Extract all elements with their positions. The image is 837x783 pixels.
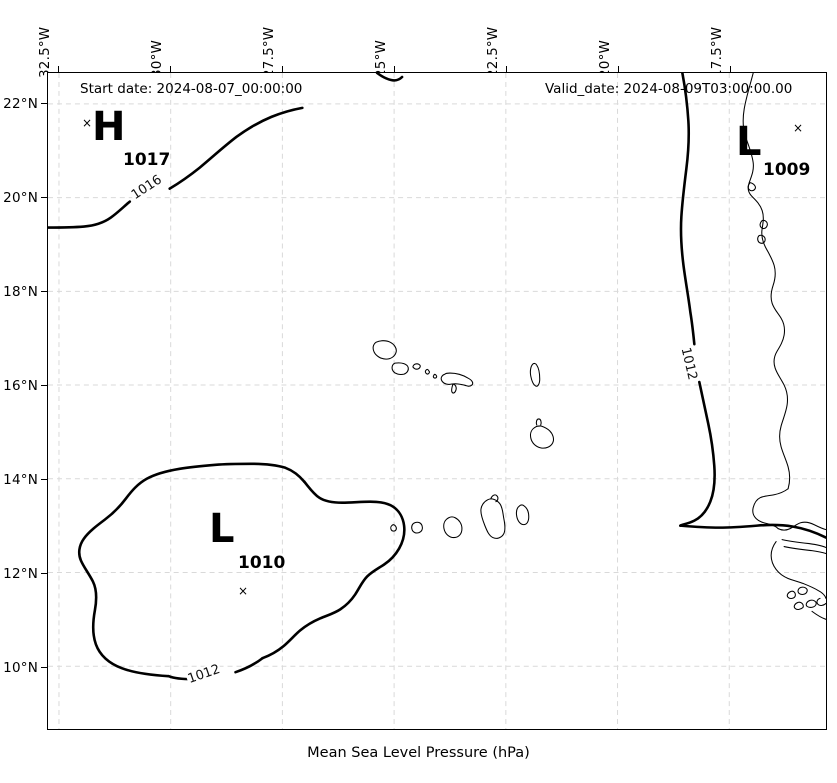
lat-tickmark <box>41 197 47 198</box>
map-vector-layer <box>48 73 826 729</box>
isobar-contours <box>48 73 826 681</box>
lat-tick-label-2: 18°N <box>3 284 38 300</box>
isobar-1012-loop-segment-a <box>77 462 306 678</box>
lon-tick-label-6: 17.5°W <box>709 26 725 78</box>
lat-tick-label-0: 22°N <box>3 96 38 112</box>
high-center-value: 1017 <box>123 150 171 170</box>
isobar-1012-loop-segment-b <box>261 480 406 660</box>
coastline-layer <box>742 73 826 620</box>
lat-tick-label-1: 20°N <box>3 190 38 206</box>
lon-tick-label-4: 22.5°W <box>485 26 501 78</box>
isobar-1016-segment-a <box>48 200 132 229</box>
high-center-x-marker: × <box>82 116 93 130</box>
lat-tickmark <box>41 291 47 292</box>
lon-tickmark <box>394 66 395 72</box>
isobar-1012-loop-segment-d <box>234 656 264 674</box>
lon-tickmark <box>618 66 619 72</box>
isobar-1012-right-segment-a <box>679 73 696 346</box>
isobar-1016-segment-b <box>168 106 304 190</box>
high-center-letter: H <box>92 104 126 150</box>
lat-tickmark <box>41 479 47 480</box>
low-1009-x-marker: × <box>793 121 804 135</box>
lat-tick-label-6: 10°N <box>3 660 38 676</box>
x-axis-label: Mean Sea Level Pressure (hPa) <box>307 745 530 761</box>
isobar-top-fragment <box>375 73 404 82</box>
lat-tick-label-4: 14°N <box>3 472 38 488</box>
lat-tick-label-3: 16°N <box>3 378 38 394</box>
lon-tick-label-2: 27.5°W <box>261 26 277 78</box>
start-date-annotation: Start date: 2024-08-07_00:00:00 <box>80 81 303 97</box>
lon-tickmark <box>506 66 507 72</box>
lat-tickmark <box>41 103 47 104</box>
isobar-1012-right-segment-b <box>679 380 716 527</box>
lon-tickmark <box>730 66 731 72</box>
low-1010-x-marker: × <box>238 584 249 598</box>
gridlines <box>48 73 826 729</box>
map-plot-area: Start date: 2024-08-07_00:00:00 Valid_da… <box>47 72 827 730</box>
valid-date-annotation: Valid_date: 2024-08-09T03:00:00.00 <box>545 81 793 97</box>
lat-tick-label-5: 12°N <box>3 566 38 582</box>
lat-tickmark <box>41 667 47 668</box>
isobar-1012-right-segment-c <box>679 523 826 539</box>
cape-verde-islands <box>372 340 555 539</box>
low-1009-letter: L <box>736 119 762 165</box>
lon-tickmark <box>170 66 171 72</box>
low-1010-letter: L <box>209 506 235 552</box>
low-1009-value: 1009 <box>763 160 811 180</box>
lon-tick-label-0: 32.5°W <box>37 26 53 78</box>
low-1010-value: 1010 <box>238 553 286 573</box>
lon-tickmark <box>58 66 59 72</box>
lat-tickmark <box>41 573 47 574</box>
lon-tickmark <box>282 66 283 72</box>
lat-tickmark <box>41 385 47 386</box>
